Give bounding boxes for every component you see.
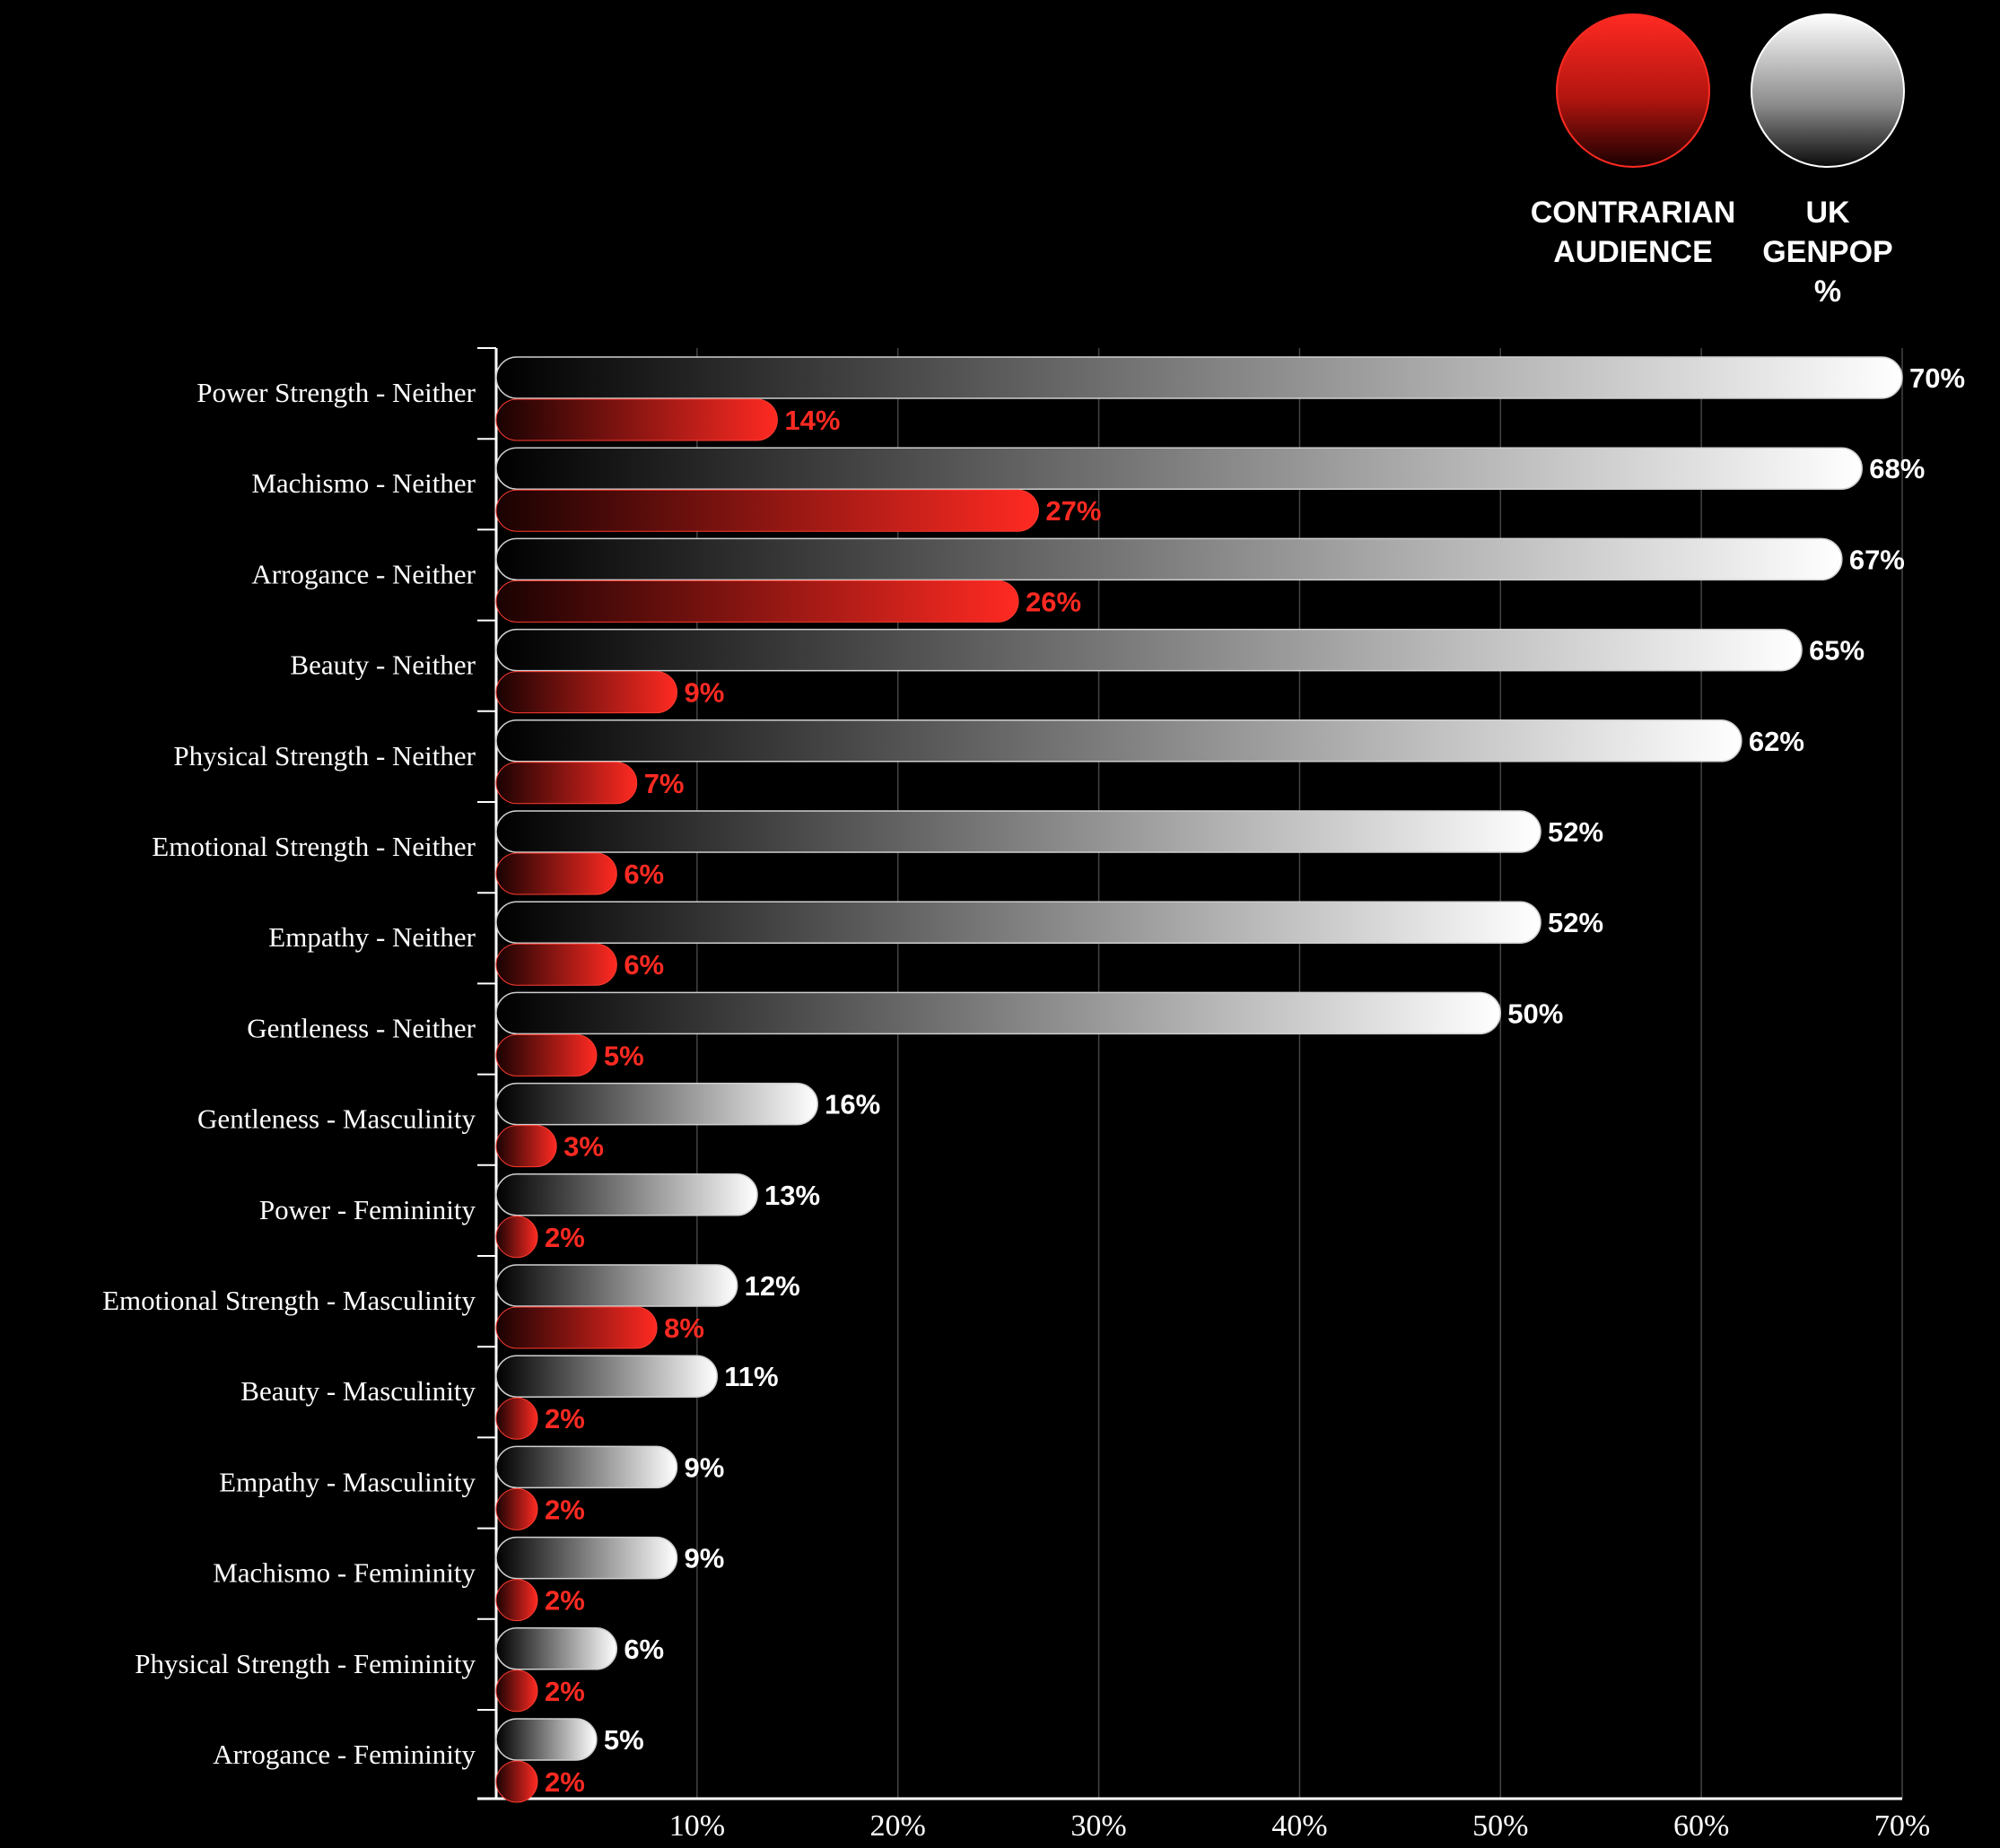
genpop-value-label: 65% <box>1809 635 1865 667</box>
contrarian-bar <box>495 1033 598 1077</box>
contrarian-value-label: 9% <box>684 677 724 709</box>
genpop-bar <box>495 1355 718 1398</box>
contrarian-bar <box>495 671 677 714</box>
category-label: Emotional Strength - Neither <box>152 831 476 862</box>
contrarian-bar <box>495 1397 538 1440</box>
contrarian-bar <box>495 943 617 986</box>
category-label: Gentleness - Masculinity <box>197 1103 476 1135</box>
contrarian-bar <box>495 1669 538 1713</box>
genpop-value-label: 9% <box>684 1543 724 1574</box>
category-label: Gentleness - Neither <box>247 1012 476 1043</box>
contrarian-value-label: 7% <box>644 768 685 799</box>
contrarian-value-label: 3% <box>563 1131 604 1163</box>
contrarian-value-label: 26% <box>1026 586 1081 617</box>
legend-label: AUDIENCE <box>1553 235 1713 269</box>
category-label: Physical Strength - Neither <box>173 740 476 771</box>
x-tick-label: 40% <box>1271 1809 1327 1843</box>
contrarian-bar <box>495 489 1039 532</box>
contrarian-value-label: 5% <box>604 1040 644 1071</box>
x-tick-label: 70% <box>1874 1809 1930 1843</box>
x-tick-label: 30% <box>1070 1809 1126 1843</box>
genpop-value-label: 68% <box>1869 453 1925 484</box>
category-label: Physical Strength - Femininity <box>135 1648 476 1679</box>
genpop-bar <box>495 1173 758 1216</box>
contrarian-bar <box>495 398 778 441</box>
labels: 10% 20% 30% 40% 50% 60% 70% Power Strength - Ne… <box>102 362 1965 1843</box>
x-tick-label: 10% <box>669 1809 725 1843</box>
genpop-value-label: 5% <box>604 1724 644 1756</box>
category-label: Machismo - Neither <box>251 467 476 499</box>
legend-label: CONTRARIAN <box>1531 196 1736 230</box>
contrarian-value-label: 2% <box>545 1585 585 1617</box>
contrarian-value-label: 2% <box>545 1766 585 1798</box>
legend-label: % <box>1814 275 1841 309</box>
genpop-value-label: 67% <box>1849 544 1905 575</box>
contrarian-value-label: 14% <box>784 405 840 436</box>
genpop-bar <box>495 356 1903 399</box>
contrarian-bar <box>495 852 617 895</box>
contrarian-value-label: 2% <box>545 1676 585 1707</box>
category-label: Machismo - Femininity <box>213 1557 476 1589</box>
contrarian-value-label: 2% <box>545 1494 585 1525</box>
legend-swatch <box>1751 13 1905 168</box>
category-label: Empathy - Masculinity <box>219 1466 476 1497</box>
genpop-bar <box>495 1445 678 1489</box>
genpop-value-label: 70% <box>1909 362 1965 394</box>
genpop-value-label: 50% <box>1507 998 1563 1029</box>
genpop-value-label: 12% <box>745 1270 800 1302</box>
contrarian-bar <box>495 1487 538 1530</box>
category-label: Empathy - Neither <box>268 921 476 953</box>
category-label: Beauty - Neither <box>290 649 476 681</box>
genpop-bar <box>495 719 1742 763</box>
x-tick-label: 50% <box>1472 1809 1528 1843</box>
bars <box>495 356 1903 1803</box>
contrarian-bar <box>495 1216 538 1259</box>
contrarian-bar <box>495 1125 557 1168</box>
contrarian-bar <box>495 580 1019 623</box>
genpop-bar <box>495 628 1803 672</box>
contrarian-bar <box>495 1760 538 1803</box>
genpop-value-label: 6% <box>624 1634 664 1665</box>
legend: CONTRARIAN AUDIENCE UK GENPOP% <box>1531 13 1905 309</box>
genpop-bar <box>495 537 1843 581</box>
genpop-bar <box>495 1627 618 1670</box>
contrarian-value-label: 6% <box>624 949 664 981</box>
genpop-value-label: 16% <box>825 1089 880 1120</box>
genpop-bar <box>495 1718 598 1761</box>
genpop-bar <box>495 447 1863 490</box>
genpop-value-label: 62% <box>1749 726 1804 757</box>
category-label: Emotional Strength - Masculinity <box>102 1285 476 1316</box>
legend-label: GENPOP <box>1762 235 1892 269</box>
genpop-bar <box>495 1264 738 1307</box>
genpop-value-label: 11% <box>724 1361 778 1392</box>
genpop-bar <box>495 991 1502 1035</box>
contrarian-bar <box>495 762 638 805</box>
category-label: Arrogance - Neither <box>251 558 476 589</box>
category-label: Arrogance - Femininity <box>213 1739 476 1770</box>
genpop-bar <box>495 901 1541 944</box>
genpop-bar <box>495 810 1541 853</box>
contrarian-value-label: 6% <box>624 859 664 890</box>
category-label: Power - Femininity <box>259 1194 476 1225</box>
category-label: Beauty - Masculinity <box>240 1375 476 1407</box>
genpop-bar <box>495 1536 678 1580</box>
x-tick-label: 60% <box>1673 1809 1729 1843</box>
genpop-bar <box>495 1082 818 1126</box>
contrarian-value-label: 27% <box>1045 495 1101 527</box>
legend-swatch <box>1556 13 1710 168</box>
category-label: Power Strength - Neither <box>197 377 476 408</box>
contrarian-value-label: 8% <box>664 1312 704 1344</box>
contrarian-value-label: 2% <box>545 1222 585 1253</box>
contrarian-bar <box>495 1579 538 1622</box>
legend-label: UK <box>1805 196 1850 230</box>
genpop-value-label: 13% <box>764 1180 820 1211</box>
contrarian-value-label: 2% <box>545 1403 585 1434</box>
x-tick-label: 20% <box>870 1809 926 1843</box>
genpop-value-label: 9% <box>684 1451 724 1483</box>
genpop-value-label: 52% <box>1548 816 1603 848</box>
genpop-value-label: 52% <box>1548 907 1603 938</box>
contrarian-bar <box>495 1306 658 1349</box>
